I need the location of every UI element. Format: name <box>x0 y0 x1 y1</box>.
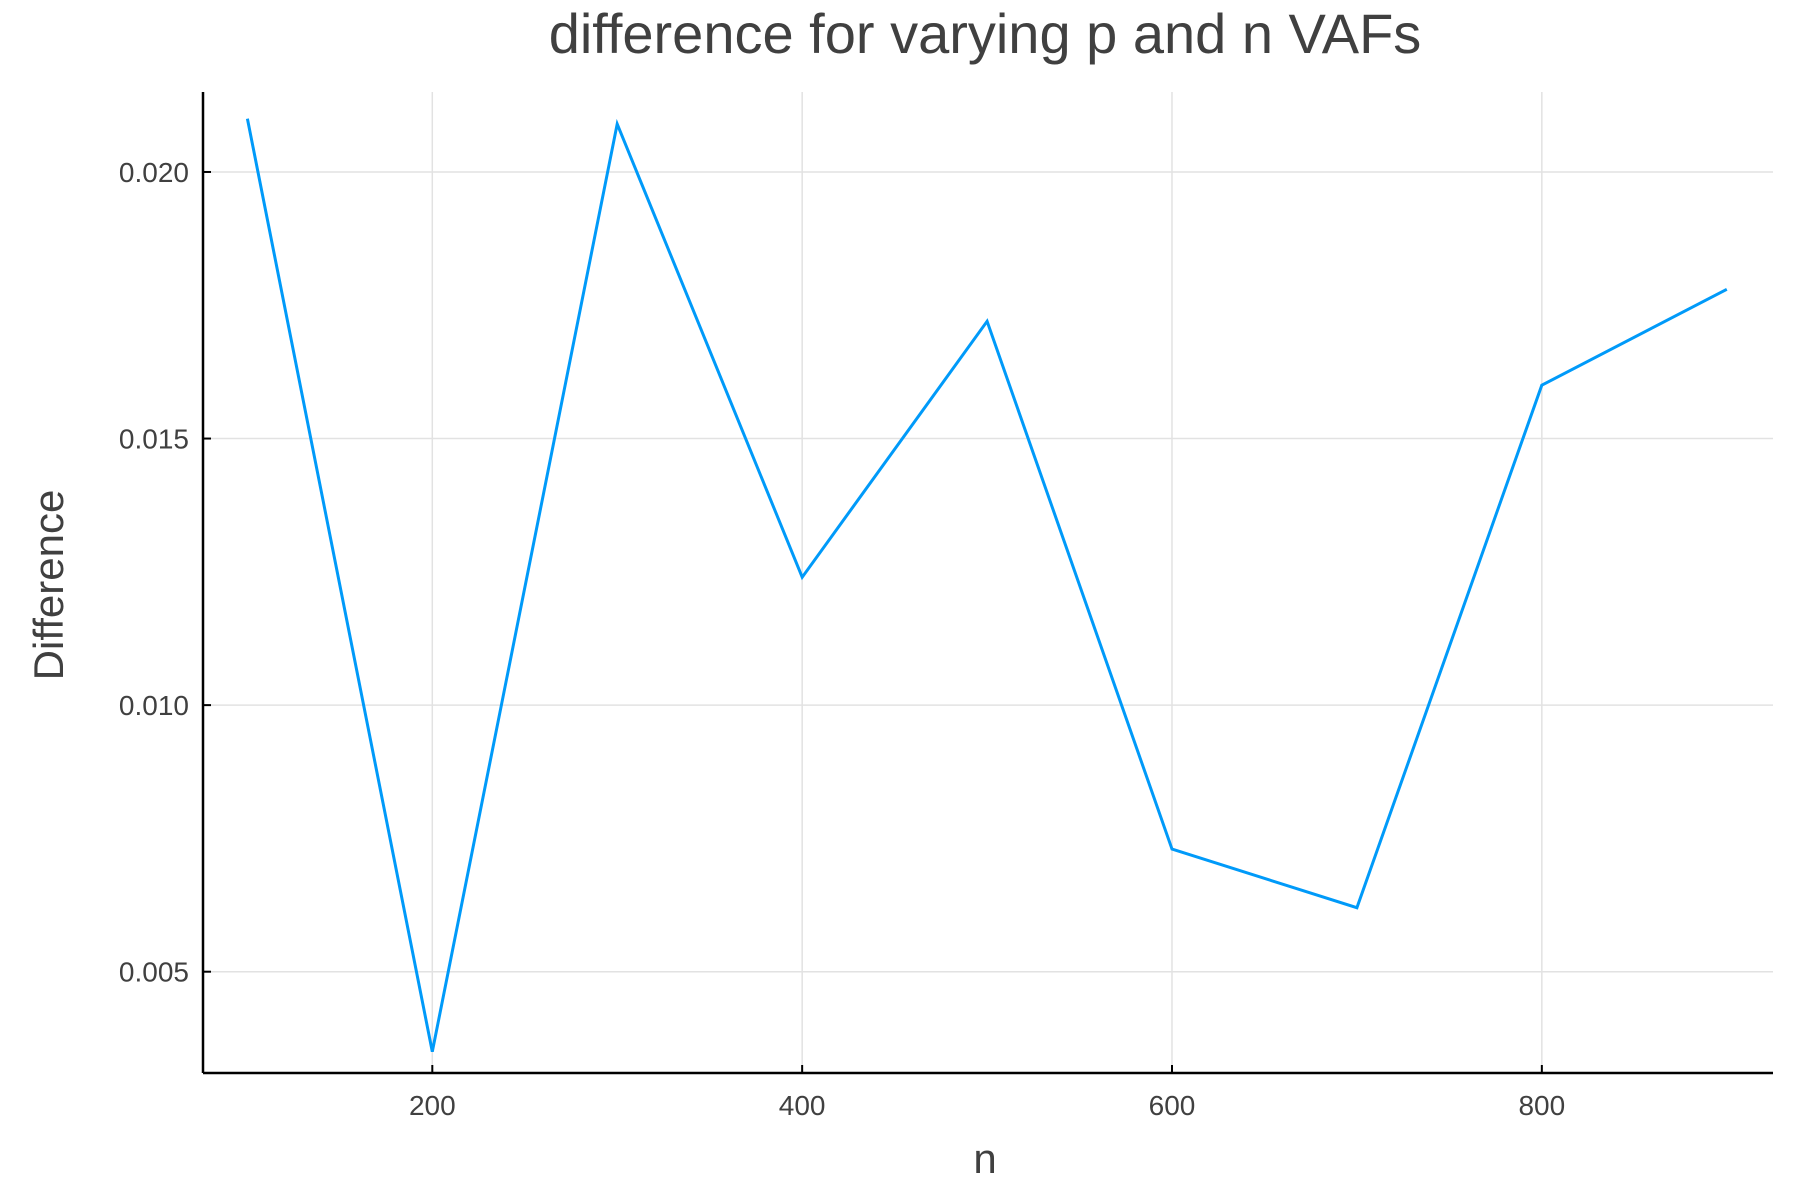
series-lines <box>245 118 1728 1052</box>
axes <box>201 92 1773 1075</box>
chart-title: difference for varying p and n VAFs <box>549 2 1422 65</box>
y-tick-label: 0.010 <box>119 690 189 721</box>
x-axis-label: n <box>973 1135 996 1182</box>
grid-lines <box>203 92 1773 1073</box>
x-tick-label: 400 <box>779 1090 826 1121</box>
x-tick-label: 800 <box>1518 1090 1565 1121</box>
x-tick-label: 200 <box>409 1090 456 1121</box>
y-tick-label: 0.020 <box>119 157 189 188</box>
y-axis-label: Difference <box>25 490 72 681</box>
ticks: 200 400 600 800 0.005 0.010 0.015 0.020 <box>119 157 1565 1121</box>
x-tick-label: 600 <box>1149 1090 1196 1121</box>
series-line <box>245 118 1728 1052</box>
y-tick-label: 0.005 <box>119 957 189 988</box>
y-tick-label: 0.015 <box>119 424 189 455</box>
